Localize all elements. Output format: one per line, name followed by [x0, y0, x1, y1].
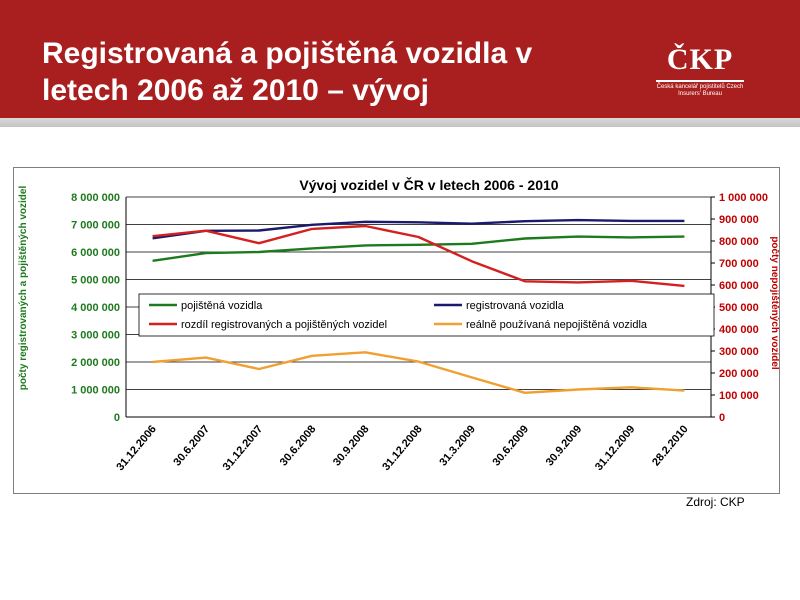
source-note: Zdroj: CKP [686, 495, 745, 509]
legend-label: registrovaná vozidla [466, 300, 565, 312]
y-axis-right-ticks: 0 100 000 200 000 300 000 400 000 500 000 600 … [711, 192, 768, 424]
header-band [0, 0, 800, 118]
y-left-tick-label: 6 000 000 [71, 247, 120, 259]
y-right-tick-label: 0 [719, 412, 725, 424]
x-tick-label: 30.6.2007 [171, 423, 212, 468]
y-right-tick-label: 500 000 [719, 302, 759, 314]
chart-frame: Vývoj vozidel v ČR v letech 2006 - 2010 … [13, 167, 780, 494]
y-left-tick-label: 3 000 000 [71, 330, 120, 342]
x-tick-label: 30.6.2009 [491, 423, 532, 468]
slide-title-line2: letech 2006 až 2010 – vývoj [42, 74, 429, 107]
legend-label: rozdíl registrovaných a pojištěných vozi… [181, 319, 387, 331]
y-left-tick-label: 2 000 000 [71, 357, 120, 369]
y-axis-left-label: počty registrovaných a pojištěných vozid… [18, 186, 29, 391]
x-tick-label: 30.9.2008 [331, 423, 372, 468]
logo-text: ČKP [666, 43, 734, 76]
logo-divider [656, 80, 744, 82]
y-right-tick-label: 800 000 [719, 236, 759, 248]
header-stripe [0, 118, 800, 127]
y-right-tick-label: 600 000 [719, 280, 759, 292]
ckp-logo: ČKP Česká kancelář pojistitelů Czech Ins… [650, 42, 750, 104]
legend-label: reálně používaná nepojištěná vozidla [466, 319, 648, 331]
series-line-1 [152, 218, 685, 240]
slide-title-line1: Registrovaná a pojištěná vozidla v [42, 37, 533, 70]
legend-box [138, 293, 715, 337]
x-axis-ticks: 31.12.2006 30.6.2007 31.12.2007 30.6.2008 30… [114, 423, 690, 473]
series-lines [152, 218, 685, 395]
logo-subtitle: Česká kancelář pojistitelů Czech Insurer… [656, 84, 744, 97]
y-left-tick-label: 5 000 000 [71, 275, 120, 287]
y-left-tick-label: 0 [114, 412, 120, 424]
y-left-tick-label: 7 000 000 [71, 220, 120, 232]
y-right-tick-label: 900 000 [719, 214, 759, 226]
y-right-tick-label: 700 000 [719, 258, 759, 270]
x-tick-label: 31.12.2009 [593, 423, 638, 473]
y-left-tick-label: 4 000 000 [71, 302, 120, 314]
y-axis-right-label: počty nepojištěných vozidel [769, 236, 779, 370]
x-tick-label: 31.12.2008 [380, 423, 425, 473]
y-left-tick-label: 8 000 000 [71, 192, 120, 204]
y-right-tick-label: 1 000 000 [719, 192, 768, 204]
line-chart: Vývoj vozidel v ČR v letech 2006 - 2010 … [18, 176, 780, 473]
x-tick-label: 28.2.2010 [650, 423, 691, 468]
x-tick-label: 30.9.2009 [544, 423, 585, 468]
slide-title: Registrovaná a pojištěná vozidla v letec… [42, 35, 602, 109]
y-left-tick-label: 1 000 000 [71, 385, 120, 397]
series-line-3 [152, 351, 685, 395]
series-line-0 [152, 235, 685, 262]
x-tick-label: 31.12.2007 [221, 423, 266, 473]
y-right-tick-label: 100 000 [719, 390, 759, 402]
x-tick-label: 30.6.2008 [278, 423, 319, 468]
series-line-2 [152, 224, 685, 288]
y-right-tick-label: 200 000 [719, 368, 759, 380]
y-axis-left-ticks: 0 1 000 000 2 000 000 3 000 000 4 000 000 5 0… [71, 192, 120, 424]
x-tick-label: 31.12.2006 [114, 423, 159, 473]
x-tick-label: 31.3.2009 [437, 423, 478, 468]
chart-legend: pojištěná vozidla registrovaná vozidla roz… [138, 293, 715, 337]
y-right-tick-label: 300 000 [719, 346, 759, 358]
chart-title: Vývoj vozidel v ČR v letech 2006 - 2010 [299, 176, 558, 193]
y-right-tick-label: 400 000 [719, 324, 759, 336]
legend-label: pojištěná vozidla [181, 300, 263, 312]
